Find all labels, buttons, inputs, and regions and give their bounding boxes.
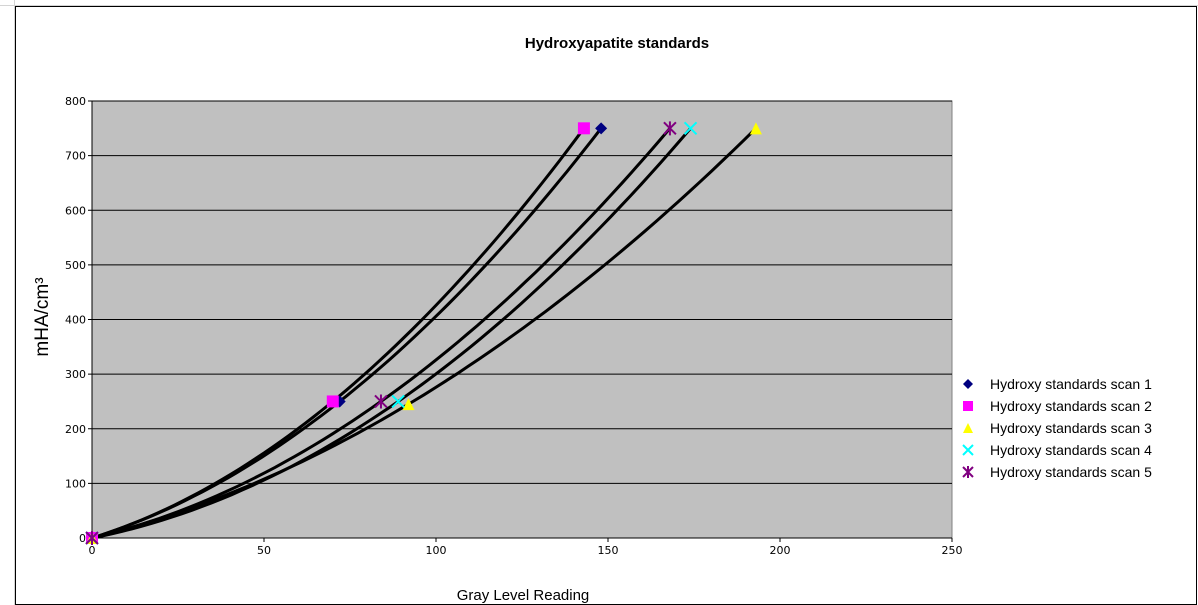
y-tick-label: 600	[65, 204, 86, 217]
legend-marker	[963, 401, 973, 411]
trendline	[91, 127, 757, 540]
data-point	[326, 395, 339, 408]
legend-label: Hydroxy standards scan 1	[990, 376, 1152, 392]
legend-item[interactable]: Hydroxy standards scan 3	[963, 420, 1152, 436]
legend-item[interactable]: Hydroxy standards scan 1	[963, 376, 1152, 392]
y-tick-label: 100	[65, 477, 86, 490]
sheet-gridline	[0, 5, 1198, 6]
data-point	[577, 122, 590, 135]
legend-marker	[962, 466, 974, 478]
data-point	[663, 121, 677, 136]
x-tick-label: 50	[257, 544, 271, 557]
x-tick-label: 250	[942, 544, 963, 557]
data-point	[402, 398, 415, 411]
legend-marker	[963, 423, 973, 433]
chart-title: Hydroxyapatite standards	[525, 35, 709, 52]
plot-area: 0 100 200 300 400 500 600 700 800 0 50 100 150 200 250	[65, 95, 963, 557]
y-tick-label: 400	[65, 314, 86, 327]
data-point	[391, 394, 405, 409]
x-axis-label: Gray Level Reading	[457, 587, 590, 604]
trendline	[91, 127, 692, 540]
y-tick-label: 0	[79, 532, 86, 545]
data-point	[683, 121, 698, 136]
y-axis-label: mHA/cm³	[32, 277, 53, 356]
data-point	[374, 394, 388, 409]
legend-marker	[962, 444, 974, 456]
x-tick-label: 0	[89, 544, 96, 557]
y-tick-label: 800	[65, 95, 86, 108]
legend-label: Hydroxy standards scan 5	[990, 464, 1152, 480]
data-point	[85, 531, 99, 545]
y-tick-label: 500	[65, 259, 86, 272]
legend-item[interactable]: Hydroxy standards scan 2	[963, 398, 1152, 414]
legend-item[interactable]: Hydroxy standards scan 5	[962, 464, 1152, 480]
data-point	[749, 122, 762, 135]
legend-label: Hydroxy standards scan 2	[990, 398, 1152, 414]
y-tick-label: 700	[65, 150, 86, 163]
data-point	[595, 122, 608, 135]
x-tick-label: 150	[598, 544, 619, 557]
sheet-gridline	[14, 0, 15, 605]
legend[interactable]: Hydroxy standards scan 1 Hydroxy standard…	[962, 376, 1152, 480]
y-tick-label: 300	[65, 368, 86, 381]
x-tick-label: 200	[770, 544, 791, 557]
x-tick-label: 100	[426, 544, 447, 557]
legend-label: Hydroxy standards scan 4	[990, 442, 1152, 458]
legend-marker	[963, 379, 973, 389]
y-tick-label: 200	[65, 423, 86, 436]
legend-item[interactable]: Hydroxy standards scan 4	[962, 442, 1152, 458]
legend-label: Hydroxy standards scan 3	[990, 420, 1152, 436]
